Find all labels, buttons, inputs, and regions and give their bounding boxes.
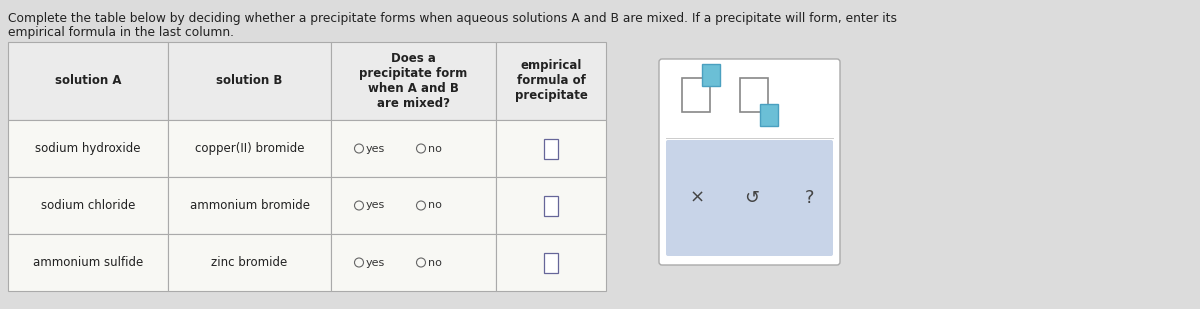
Text: ?: ?	[805, 189, 815, 207]
Bar	[331, 42, 496, 120]
Text: Does a
precipitate form
when A and B
are mixed?: Does a precipitate form when A and B are…	[359, 52, 468, 110]
Bar	[760, 104, 778, 126]
Bar	[496, 42, 606, 120]
Bar	[168, 42, 331, 120]
Text: copper(II) bromide: copper(II) bromide	[194, 142, 305, 155]
Bar	[331, 120, 496, 177]
Bar	[8, 177, 168, 234]
Bar	[331, 234, 496, 291]
Text: sodium hydroxide: sodium hydroxide	[35, 142, 140, 155]
Text: no: no	[428, 143, 442, 154]
Text: no: no	[428, 257, 442, 268]
Text: zinc bromide: zinc bromide	[211, 256, 288, 269]
Bar	[331, 177, 496, 234]
Bar	[544, 138, 558, 159]
Bar	[8, 120, 168, 177]
Text: yes: yes	[366, 143, 385, 154]
Bar	[544, 196, 558, 215]
Text: solution A: solution A	[55, 74, 121, 87]
Text: empirical formula in the last column.: empirical formula in the last column.	[8, 26, 234, 39]
Bar	[496, 234, 606, 291]
Bar	[496, 120, 606, 177]
Text: ×: ×	[690, 189, 704, 207]
Text: ammonium bromide: ammonium bromide	[190, 199, 310, 212]
Text: empirical
formula of
precipitate: empirical formula of precipitate	[515, 60, 588, 103]
Bar	[702, 64, 720, 86]
Bar	[496, 177, 606, 234]
FancyBboxPatch shape	[659, 59, 840, 265]
Text: ammonium sulfide: ammonium sulfide	[32, 256, 143, 269]
Text: yes: yes	[366, 201, 385, 210]
Bar	[740, 78, 768, 112]
Text: no: no	[428, 201, 442, 210]
Text: Complete the table below by deciding whether a precipitate forms when aqueous so: Complete the table below by deciding whe…	[8, 12, 898, 25]
Text: solution B: solution B	[216, 74, 283, 87]
Bar	[8, 42, 168, 120]
Bar	[8, 234, 168, 291]
Bar	[544, 252, 558, 273]
Bar	[682, 78, 710, 112]
FancyBboxPatch shape	[666, 140, 833, 256]
Text: yes: yes	[366, 257, 385, 268]
Bar	[168, 177, 331, 234]
Text: sodium chloride: sodium chloride	[41, 199, 136, 212]
Bar	[168, 120, 331, 177]
Text: ↺: ↺	[744, 189, 760, 207]
Bar	[168, 234, 331, 291]
